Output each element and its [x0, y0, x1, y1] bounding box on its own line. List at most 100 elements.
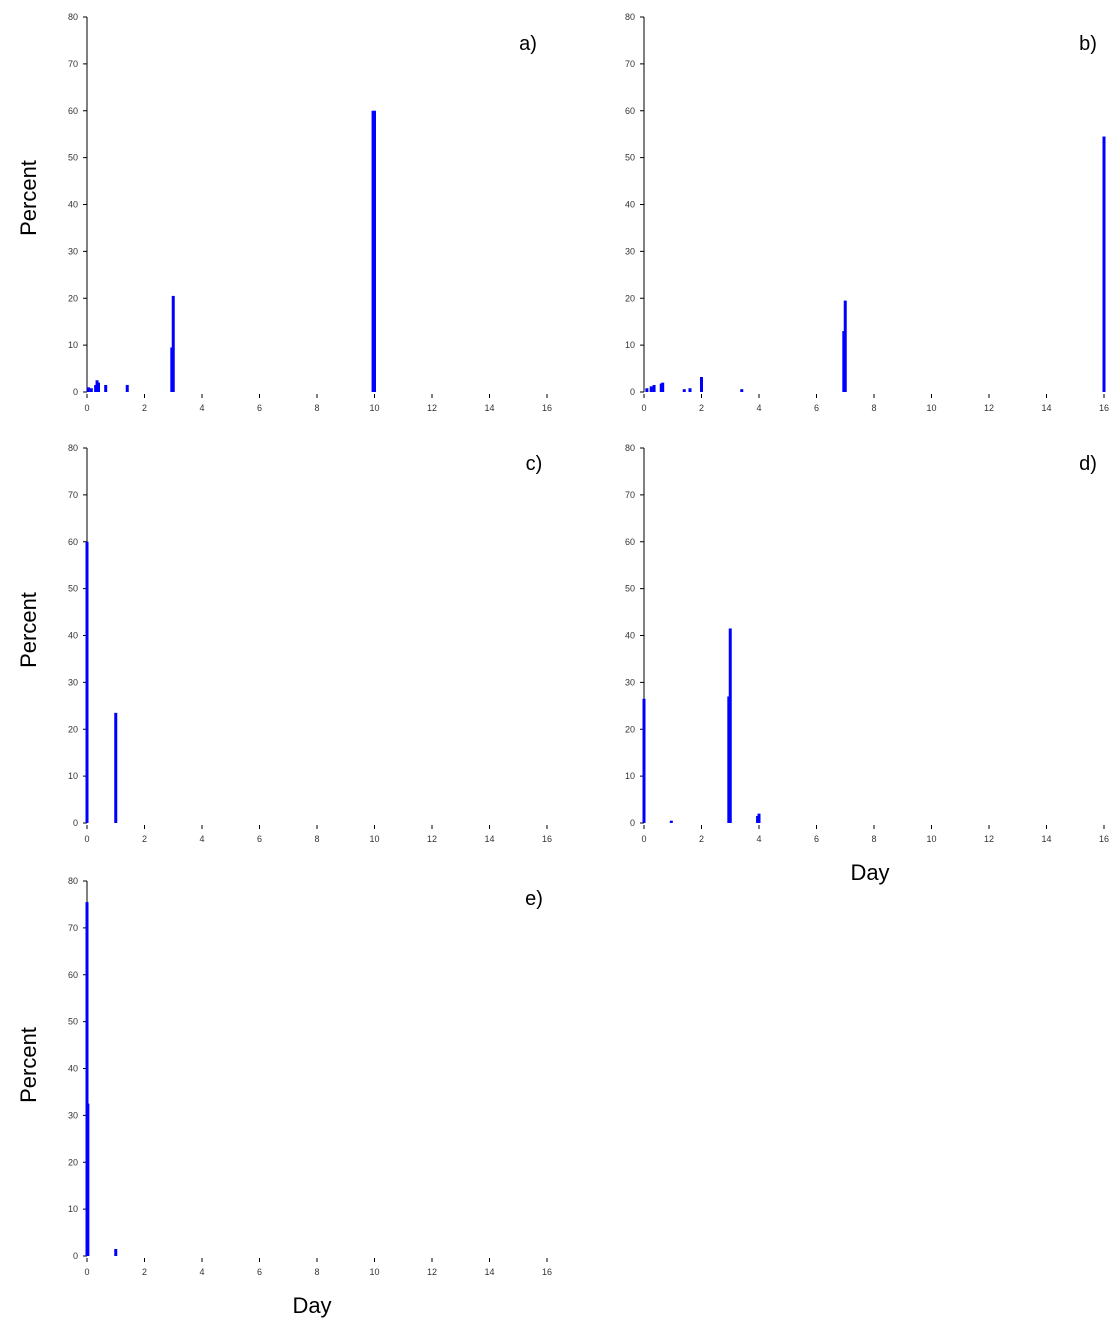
x-tick-label: 0: [84, 834, 89, 844]
bar: [85, 541, 89, 823]
bar: [104, 384, 108, 392]
y-tick-label: 30: [68, 1110, 78, 1120]
y-tick-label: 50: [625, 584, 635, 594]
bar: [114, 712, 118, 823]
y-tick-label: 50: [68, 1017, 78, 1027]
x-tick-label: 0: [84, 1267, 89, 1277]
y-tick-label: 30: [68, 246, 78, 256]
y-tick-label: 0: [73, 1251, 78, 1261]
bar: [661, 382, 665, 392]
x-tick-label: 14: [1041, 403, 1051, 413]
y-tick-label: 40: [68, 1064, 78, 1074]
bar: [700, 377, 703, 392]
bar: [728, 628, 732, 823]
bar: [85, 902, 89, 1256]
bar: [688, 388, 692, 392]
bar: [114, 1248, 118, 1256]
y-tick-label: 30: [625, 246, 635, 256]
x-tick-label: 14: [484, 403, 494, 413]
x-tick-label: 8: [314, 834, 319, 844]
bar: [642, 698, 646, 823]
y-tick-label: 60: [625, 537, 635, 547]
x-tick-label: 14: [484, 1267, 494, 1277]
y-tick-label: 20: [68, 1157, 78, 1167]
y-tick-label: 60: [625, 106, 635, 116]
y-tick-label: 70: [68, 490, 78, 500]
x-tick-label: 12: [984, 403, 994, 413]
y-tick-label: 80: [68, 876, 78, 886]
y-tick-label: 40: [68, 631, 78, 641]
panel-label: d): [1079, 453, 1097, 475]
y-tick-label: 0: [630, 387, 635, 397]
x-tick-label: 2: [142, 834, 147, 844]
x-tick-label: 6: [257, 1267, 262, 1277]
panel-d: 0 10 20 30 40 50 60 70 80 0 2 4 6 8 10 12 14 16 d) Day: [625, 443, 1109, 885]
bar: [645, 388, 649, 392]
y-tick-label: 0: [73, 387, 78, 397]
x-tick-label: 4: [199, 834, 204, 844]
y-axis-title: Percent: [16, 592, 41, 668]
panel-a: 0 10 20 30 40 50 60 70 80 0 2 4 6 8 10 12 14 16 a) Percent: [16, 12, 552, 413]
x-tick-label: 4: [756, 834, 761, 844]
x-tick-label: 2: [699, 403, 704, 413]
y-tick-label: 20: [68, 724, 78, 734]
y-tick-label: 10: [68, 771, 78, 781]
x-tick-label: 10: [369, 403, 379, 413]
x-tick-label: 6: [814, 403, 819, 413]
x-tick-label: 4: [199, 403, 204, 413]
x-tick-label: 10: [926, 834, 936, 844]
y-tick-label: 70: [625, 490, 635, 500]
y-tick-label: 0: [630, 818, 635, 828]
y-tick-label: 40: [68, 200, 78, 210]
x-tick-label: 16: [542, 834, 552, 844]
panel-e: 0 10 20 30 40 50 60 70 80 0 2 4 6 8 10 12 14 16 e) Percent D…: [16, 876, 552, 1318]
y-tick-label: 50: [68, 153, 78, 163]
x-tick-label: 0: [641, 403, 646, 413]
bar: [86, 1103, 90, 1256]
y-tick-label: 40: [625, 631, 635, 641]
x-tick-label: 10: [926, 403, 936, 413]
x-tick-label: 10: [369, 834, 379, 844]
x-tick-label: 2: [142, 1267, 147, 1277]
y-tick-label: 80: [625, 12, 635, 22]
y-tick-label: 10: [625, 771, 635, 781]
bar: [652, 384, 656, 392]
panel-label: e): [525, 888, 543, 910]
x-tick-label: 0: [84, 403, 89, 413]
x-tick-label: 16: [1099, 834, 1109, 844]
panel-label: c): [526, 453, 543, 475]
x-tick-label: 16: [542, 1267, 552, 1277]
y-tick-label: 70: [68, 59, 78, 69]
bar: [97, 382, 100, 392]
x-axis-title: Day: [850, 860, 889, 885]
x-tick-label: 2: [699, 834, 704, 844]
panel-b: 0 10 20 30 40 50 60 70 80 0 2 4 6 8 10 12 14 16 b): [625, 12, 1109, 413]
y-tick-label: 0: [73, 818, 78, 828]
bar: [89, 388, 93, 392]
x-tick-label: 8: [314, 403, 319, 413]
y-tick-label: 70: [68, 923, 78, 933]
y-tick-label: 20: [68, 293, 78, 303]
bar: [1102, 136, 1106, 392]
bar: [843, 300, 847, 392]
x-tick-label: 16: [542, 403, 552, 413]
y-tick-label: 80: [68, 12, 78, 22]
panel-c: 0 10 20 30 40 50 60 70 80 0 2 4 6 8 10 12 14 16 c) Percent: [16, 443, 552, 844]
x-tick-label: 6: [257, 403, 262, 413]
bar: [86, 387, 90, 392]
x-tick-label: 14: [1041, 834, 1051, 844]
x-tick-label: 8: [314, 1267, 319, 1277]
x-tick-label: 6: [257, 834, 262, 844]
bar: [669, 820, 673, 823]
bar: [682, 389, 686, 392]
y-tick-label: 50: [68, 584, 78, 594]
x-tick-label: 8: [871, 403, 876, 413]
x-tick-label: 6: [814, 834, 819, 844]
x-tick-label: 12: [427, 1267, 437, 1277]
x-tick-label: 4: [199, 1267, 204, 1277]
bar: [649, 386, 653, 392]
y-tick-label: 40: [625, 200, 635, 210]
x-tick-label: 16: [1099, 403, 1109, 413]
x-tick-label: 12: [427, 403, 437, 413]
y-tick-label: 20: [625, 724, 635, 734]
